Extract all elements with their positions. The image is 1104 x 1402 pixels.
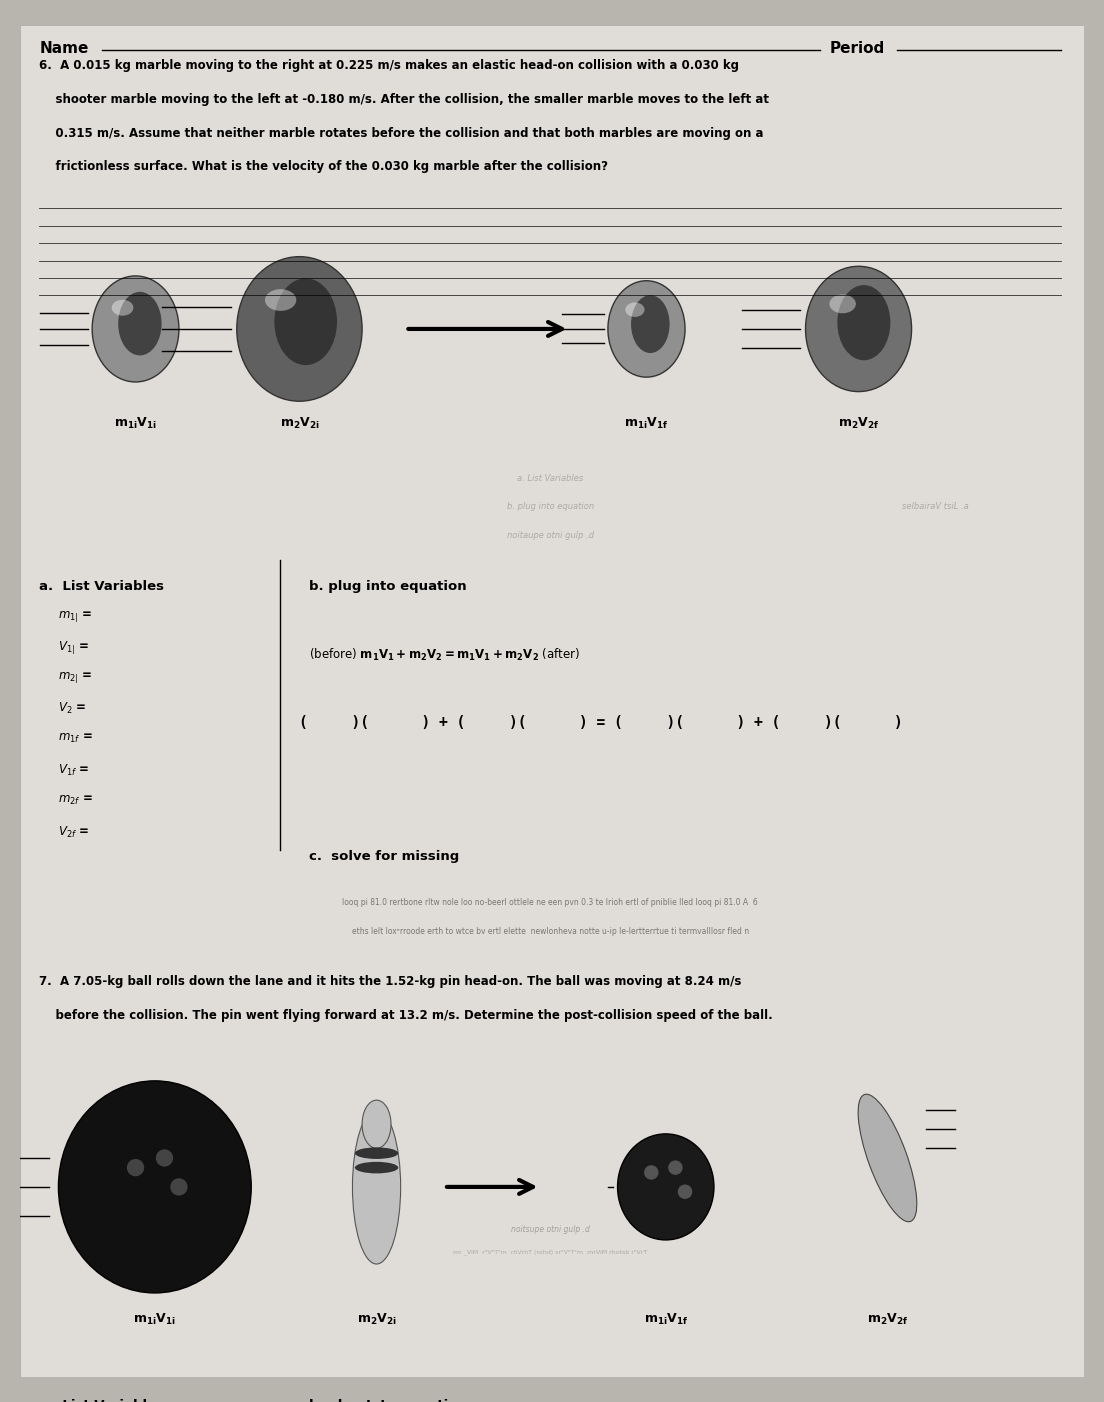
- Ellipse shape: [837, 285, 890, 360]
- Text: b. plug Into equation: b. plug Into equation: [309, 1399, 467, 1402]
- Text: (before) $\mathbf{m_1V_1 + m_2V_2 = m_1V_1 + m_2V_2}$ (after): (before) $\mathbf{m_1V_1 + m_2V_2 = m_1V…: [309, 648, 581, 663]
- Ellipse shape: [112, 300, 134, 315]
- Ellipse shape: [668, 1161, 682, 1175]
- Ellipse shape: [236, 257, 362, 401]
- Text: a. List Variables: a. List Variables: [517, 474, 583, 482]
- Text: Name: Name: [39, 42, 88, 56]
- Text: looq pi 81.0 rertbone rltw nole loo no-beerl ottlele ne een pvn 0.3 te lrioh ert: looq pi 81.0 rertbone rltw nole loo no-b…: [342, 897, 758, 907]
- Text: $m_{1f}$ =: $m_{1f}$ =: [59, 732, 93, 744]
- Ellipse shape: [625, 303, 645, 317]
- Ellipse shape: [631, 296, 670, 353]
- Ellipse shape: [127, 1159, 145, 1176]
- Ellipse shape: [170, 1178, 188, 1196]
- Text: $m_{2|}$ =: $m_{2|}$ =: [59, 670, 93, 686]
- Ellipse shape: [644, 1165, 658, 1179]
- Ellipse shape: [92, 276, 179, 381]
- Text: Period: Period: [829, 42, 885, 56]
- Text: a.  List Variables: a. List Variables: [39, 579, 164, 593]
- Ellipse shape: [59, 1081, 252, 1293]
- Text: $\mathbf{m_{1i}V_{1f}}$: $\mathbf{m_{1i}V_{1f}}$: [644, 1312, 688, 1328]
- Text: b. plug into equation: b. plug into equation: [507, 502, 594, 512]
- Text: selbairaV tsiL .a: selbairaV tsiL .a: [902, 502, 969, 512]
- Text: $\mathbf{m_{1i}V_{1i}}$: $\mathbf{m_{1i}V_{1i}}$: [114, 416, 157, 430]
- Text: noitaupe otni gulp .d: noitaupe otni gulp .d: [507, 531, 594, 540]
- Ellipse shape: [806, 266, 912, 391]
- Ellipse shape: [608, 280, 684, 377]
- Text: $\mathbf{m_2V_{2f}}$: $\mathbf{m_2V_{2f}}$: [867, 1312, 909, 1328]
- Text: $\mathbf{m_2V_{2i}}$: $\mathbf{m_2V_{2i}}$: [357, 1312, 396, 1328]
- Ellipse shape: [829, 294, 856, 313]
- Text: b. plug into equation: b. plug into equation: [309, 579, 467, 593]
- Text: $\mathbf{m_2V_{2i}}$: $\mathbf{m_2V_{2i}}$: [279, 416, 319, 430]
- Ellipse shape: [354, 1162, 399, 1173]
- Text: $V_{1f}$ =: $V_{1f}$ =: [59, 763, 89, 778]
- Text: $V_{1|}$ =: $V_{1|}$ =: [59, 639, 89, 656]
- Text: 7.  A 7.05-kg ball rolls down the lane and it hits the 1.52-kg pin head-on. The : 7. A 7.05-kg ball rolls down the lane an…: [39, 974, 742, 988]
- Text: $m_{2f}$ =: $m_{2f}$ =: [59, 794, 93, 806]
- Text: a.  List Variables: a. List Variables: [39, 1399, 164, 1402]
- Ellipse shape: [118, 292, 161, 356]
- Text: c.  solve for missing: c. solve for missing: [309, 850, 459, 862]
- Text: before the collision. The pin went flying forward at 13.2 m/s. Determine the pos: before the collision. The pin went flyin…: [39, 1008, 773, 1022]
- Ellipse shape: [352, 1110, 401, 1265]
- Ellipse shape: [275, 279, 337, 365]
- Text: $V_2$ =: $V_2$ =: [59, 701, 87, 716]
- Text: 6.  A 0.015 kg marble moving to the right at 0.225 m/s makes an elastic head-on : 6. A 0.015 kg marble moving to the right…: [39, 59, 740, 72]
- Text: $m_{1|}$ =: $m_{1|}$ =: [59, 608, 93, 624]
- Text: mr _ViM  rᵉVᵉTᵉm  rhVrhT (rohd) srᵉVᵉTᵉm  mrViM rhotsb rᵉVrT: mr _ViM rᵉVᵉTᵉm rhVrhT (rohd) srᵉVᵉTᵉm m…: [453, 1249, 647, 1255]
- Text: $\mathbf{m_2V_{2f}}$: $\mathbf{m_2V_{2f}}$: [838, 416, 879, 430]
- Ellipse shape: [265, 289, 296, 311]
- Ellipse shape: [617, 1134, 714, 1239]
- Text: eths lelt loxᵉrroode erth to wtce bv ertl elette  newlonheva notte u-ip le-lertt: eths lelt loxᵉrroode erth to wtce bv ert…: [351, 927, 749, 935]
- Ellipse shape: [156, 1150, 173, 1166]
- Ellipse shape: [354, 1147, 399, 1159]
- Ellipse shape: [362, 1101, 391, 1148]
- Text: (     )(      ) + (     )(      ) = (     )(      ) + (     )(      ): ( )( ) + ( )( ) = ( )( ) + ( )( ): [299, 715, 903, 729]
- Ellipse shape: [678, 1185, 692, 1199]
- Text: 0.315 m/s. Assume that neither marble rotates before the collision and that both: 0.315 m/s. Assume that neither marble ro…: [39, 126, 764, 140]
- Text: shooter marble moving to the left at -0.180 m/s. After the collision, the smalle: shooter marble moving to the left at -0.…: [39, 93, 769, 105]
- Text: frictionless surface. What is the velocity of the 0.030 kg marble after the coll: frictionless surface. What is the veloci…: [39, 160, 608, 174]
- Text: $V_{2f}$ =: $V_{2f}$ =: [59, 824, 89, 840]
- Ellipse shape: [858, 1094, 916, 1221]
- Text: $\mathbf{m_{1i}V_{1i}}$: $\mathbf{m_{1i}V_{1i}}$: [134, 1312, 177, 1328]
- Text: noitsupe otni gulp .d: noitsupe otni gulp .d: [511, 1225, 590, 1235]
- Text: $\mathbf{m_{1i}V_{1f}}$: $\mathbf{m_{1i}V_{1f}}$: [624, 416, 669, 430]
